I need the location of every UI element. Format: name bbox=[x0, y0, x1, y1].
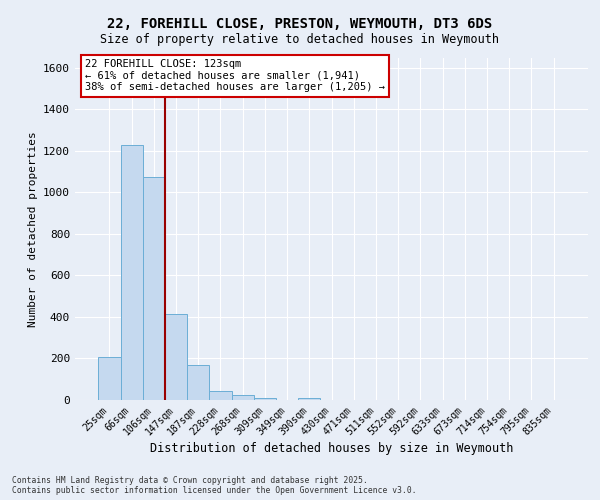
Bar bbox=[298, 398, 320, 400]
Text: Size of property relative to detached houses in Weymouth: Size of property relative to detached ho… bbox=[101, 32, 499, 46]
Y-axis label: Number of detached properties: Number of detached properties bbox=[28, 131, 38, 326]
X-axis label: Distribution of detached houses by size in Weymouth: Distribution of detached houses by size … bbox=[150, 442, 513, 456]
Bar bbox=[143, 177, 165, 400]
Text: Contains HM Land Registry data © Crown copyright and database right 2025.
Contai: Contains HM Land Registry data © Crown c… bbox=[12, 476, 416, 495]
Bar bbox=[254, 398, 276, 400]
Text: 22 FOREHILL CLOSE: 123sqm
← 61% of detached houses are smaller (1,941)
38% of se: 22 FOREHILL CLOSE: 123sqm ← 61% of detac… bbox=[85, 59, 385, 92]
Bar bbox=[165, 314, 187, 400]
Bar bbox=[187, 364, 209, 400]
Bar bbox=[232, 395, 254, 400]
Text: 22, FOREHILL CLOSE, PRESTON, WEYMOUTH, DT3 6DS: 22, FOREHILL CLOSE, PRESTON, WEYMOUTH, D… bbox=[107, 18, 493, 32]
Bar bbox=[98, 358, 121, 400]
Bar bbox=[121, 144, 143, 400]
Bar bbox=[209, 390, 232, 400]
